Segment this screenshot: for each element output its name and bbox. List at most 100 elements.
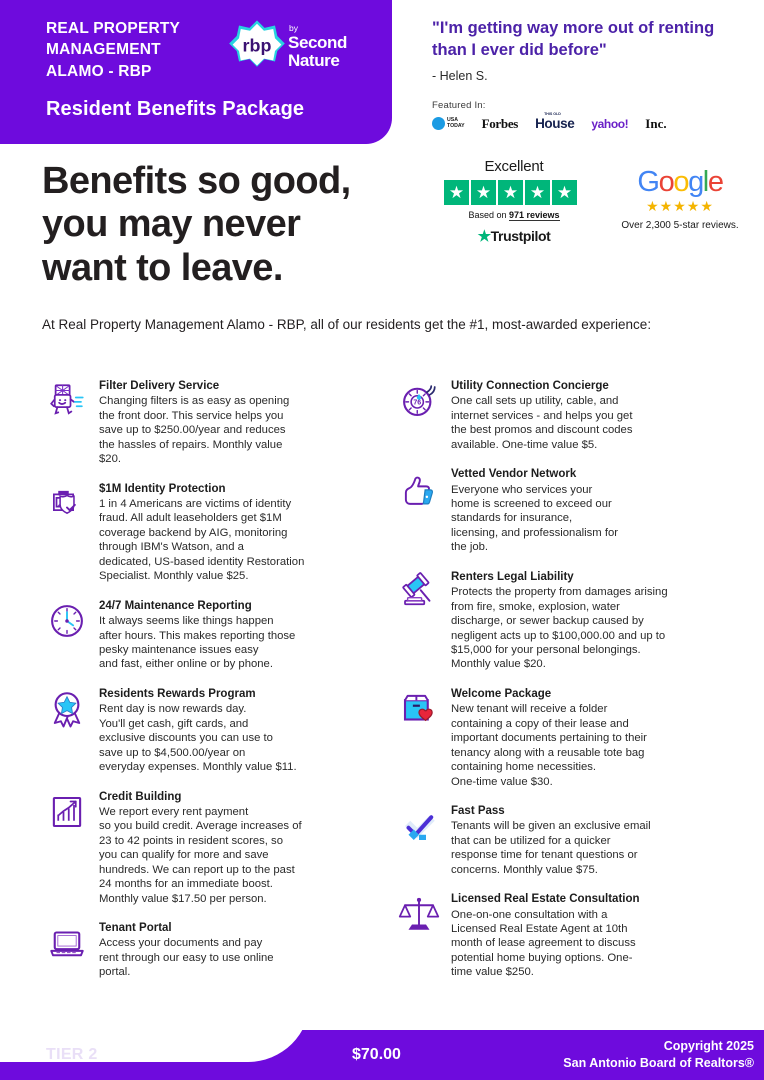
benefit-item: 24/7 Maintenance Reporting It always see…: [44, 598, 394, 672]
benefit-title: Residents Rewards Program: [99, 687, 256, 700]
this-old-house-logo: THIS OLD House: [535, 112, 575, 132]
star-icon: ★: [525, 180, 550, 205]
usa-today-line2: TODAY: [447, 122, 465, 129]
trustpilot-wordmark: Trustpilot: [490, 228, 551, 244]
star-icon: ★: [498, 180, 523, 205]
this-old-house-main: House: [535, 116, 575, 132]
benefit-description: Protects the property from damages arisi…: [451, 586, 668, 671]
fast-pass-check-icon: [396, 803, 442, 847]
google-logo: Google: [600, 168, 760, 197]
benefit-title: Vetted Vendor Network: [451, 468, 577, 481]
featured-logo-row: USA TODAY Forbes THIS OLD House yahoo! I…: [432, 112, 752, 132]
google-letter-o2: o: [673, 166, 689, 198]
benefit-item: Fast Pass Tenants will be given an exclu…: [396, 803, 746, 877]
benefit-description: New tenant will receive a folder contain…: [451, 703, 647, 788]
copyright-line-2: San Antonio Board of Realtors®: [563, 1055, 754, 1070]
trustpilot-logo: ★Trustpilot: [444, 227, 584, 245]
trustpilot-stars: ★ ★ ★ ★ ★: [444, 180, 584, 205]
footer-bar: TIER 2 $70.00 Copyright 2025 San Antonio…: [0, 1030, 764, 1080]
benefit-description: Tenants will be given an exclusive email…: [451, 820, 651, 876]
by-second-nature-text: by Second Nature: [288, 24, 347, 69]
trustpilot-rating: Excellent ★ ★ ★ ★ ★ Based on 971 reviews…: [444, 158, 584, 245]
benefit-title: Fast Pass: [451, 805, 505, 818]
filter-delivery-icon: [44, 378, 90, 422]
svg-text:76: 76: [413, 400, 421, 407]
benefit-title: Licensed Real Estate Consultation: [451, 893, 640, 906]
rewards-badge-icon: [44, 686, 90, 730]
svg-text:rbp: rbp: [243, 36, 272, 56]
yahoo-logo: yahoo!: [591, 116, 629, 131]
trustpilot-rating-word: Excellent: [484, 158, 544, 175]
logo-by-label: by: [289, 23, 298, 33]
benefit-description: One call sets up utility, cable, and int…: [451, 395, 633, 451]
star-icon: ★: [552, 180, 577, 205]
brand-line-3: ALAMO - RBP: [46, 62, 152, 80]
usa-today-dot-icon: [432, 117, 445, 131]
benefit-description: One-on-one consultation with a Licensed …: [451, 908, 636, 979]
testimonial-attribution: - Helen S.: [432, 68, 488, 83]
testimonial-quote: "I'm getting way more out of renting tha…: [432, 19, 715, 59]
benefit-description: Everyone who services your home is scree…: [451, 483, 619, 554]
benefit-title: Renters Legal Liability: [451, 570, 574, 583]
benefit-item: Residents Rewards Program Rent day is no…: [44, 686, 394, 775]
page-headline: Benefits so good, you may never want to …: [42, 160, 351, 289]
clock-icon: [44, 598, 90, 642]
google-letter-l: l: [702, 166, 709, 198]
benefit-item: Credit Building We report every rent pay…: [44, 789, 394, 907]
brand-line-2: MANAGEMENT: [46, 41, 161, 59]
benefit-item: $1M Identity Protection 1 in 4 Americans…: [44, 481, 394, 584]
usa-today-icon: USA TODAY: [432, 117, 465, 131]
welcome-box-heart-icon: [396, 686, 442, 730]
benefit-description: Rent day is now rewards day. You'll get …: [99, 703, 297, 774]
review-count: 971 reviews: [508, 210, 560, 221]
testimonial-block: "I'm getting way more out of renting tha…: [432, 18, 752, 132]
star-icon: ★: [471, 180, 496, 205]
scales-icon: [396, 891, 442, 935]
utility-dial-icon: 76: [396, 378, 442, 422]
google-letter-e: e: [707, 166, 724, 198]
benefit-description: Access your documents and pay rent throu…: [99, 937, 274, 979]
benefit-description: It always seems like things happen after…: [99, 615, 296, 671]
benefit-item: 76 Utility Connection Concierge One call…: [396, 378, 746, 452]
benefit-item: Vetted Vendor Network Everyone who servi…: [396, 466, 746, 555]
benefit-title: $1M Identity Protection: [99, 482, 226, 495]
package-subtitle: Resident Benefits Package: [46, 98, 305, 120]
usa-today-line1: USA: [447, 117, 458, 124]
tier-label: TIER 2: [46, 1046, 98, 1063]
inc-logo: Inc.: [645, 115, 667, 131]
rbp-badge-icon: rbp: [229, 20, 285, 67]
benefits-column-left: Filter Delivery Service Changing filters…: [44, 378, 394, 994]
rbp-second-nature-logo: rbp by Second Nature: [228, 16, 358, 78]
benefit-title: Utility Connection Concierge: [451, 380, 609, 392]
trustpilot-star-icon: ★: [477, 228, 491, 245]
based-on-prefix: Based on: [468, 210, 509, 220]
benefits-column-right: 76 Utility Connection Concierge One call…: [396, 378, 746, 994]
benefit-item: Licensed Real Estate Consultation One-on…: [396, 891, 746, 980]
google-letter-g2: g: [688, 166, 704, 198]
benefit-description: We report every rent payment so you buil…: [99, 805, 302, 905]
benefit-item: Filter Delivery Service Changing filters…: [44, 378, 394, 467]
ratings-block: Excellent ★ ★ ★ ★ ★ Based on 971 reviews…: [440, 158, 760, 258]
benefit-title: Filter Delivery Service: [99, 380, 220, 392]
laptop-icon: [44, 920, 90, 964]
thumbs-up-icon: [396, 466, 442, 510]
copyright-line-1: Copyright 2025: [663, 1039, 754, 1053]
brand-name: REAL PROPERTY MANAGEMENT ALAMO - RBP: [46, 18, 180, 82]
benefit-title: Tenant Portal: [99, 922, 172, 935]
header-block: REAL PROPERTY MANAGEMENT ALAMO - RBP rbp…: [0, 0, 392, 144]
google-stars: ★★★★★: [646, 198, 714, 214]
google-letter-o1: o: [658, 166, 675, 198]
google-letter-g1: G: [637, 166, 660, 198]
trustpilot-review-count: Based on 971 reviews: [444, 210, 584, 221]
benefit-description: 1 in 4 Americans are victims of identity…: [99, 498, 305, 583]
benefit-title: Credit Building: [99, 790, 182, 803]
gavel-icon: [396, 569, 442, 613]
google-rating: Google ★★★★★ Over 2,300 5-star reviews.: [600, 168, 760, 232]
forbes-logo: Forbes: [481, 115, 519, 131]
benefit-title: Welcome Package: [451, 687, 552, 700]
brand-line-1: REAL PROPERTY: [46, 20, 181, 37]
credit-chart-icon: [44, 789, 90, 833]
logo-nature-label: Nature: [288, 50, 340, 70]
identity-shield-icon: [44, 481, 90, 525]
